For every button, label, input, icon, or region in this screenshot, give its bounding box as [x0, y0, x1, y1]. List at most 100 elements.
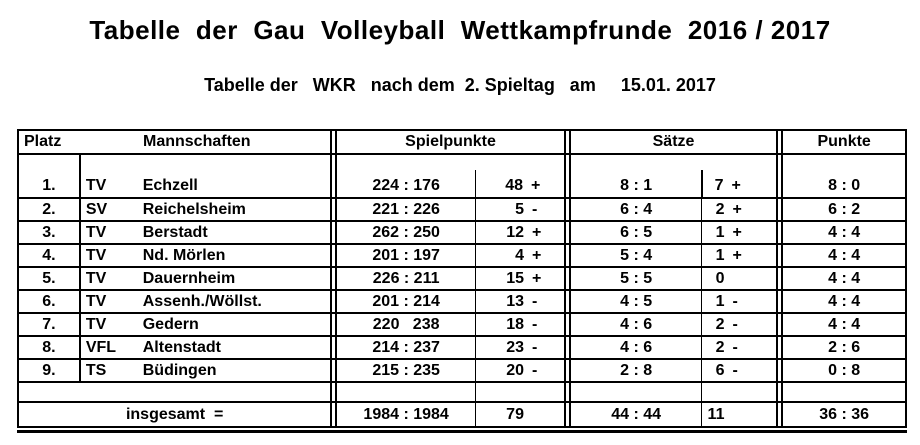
table-row: 7. TV Gedern 220 238 18- 4 : 6 2- 4 : 4 — [19, 314, 905, 337]
spielpunkte-score-cell: 220 238 — [372, 315, 440, 333]
double-divider — [776, 268, 784, 289]
diff-sign: - — [732, 338, 738, 356]
double-divider — [776, 199, 784, 220]
punkte-cell: 0 : 8 — [828, 361, 861, 379]
diff-value: 12 — [506, 223, 524, 241]
total-row: insgesamt = 1984 : 1984 79 44 : 44 11 36… — [19, 403, 905, 426]
team-abbr-cell: TV — [78, 222, 139, 243]
table-row: 2. SV Reichelsheim 221 : 226 5- 6 : 4 2 +… — [19, 199, 905, 222]
double-divider — [776, 360, 784, 381]
spielpunkte-score-cell: 224 : 176 — [372, 177, 440, 194]
punkte-cell: 4 : 4 — [828, 292, 861, 310]
spielpunkte-diff-cell: 18- — [474, 314, 564, 335]
saetze-score-cell: 8 : 1 — [620, 177, 653, 194]
team-name-cell: Nd. Mörlen — [142, 246, 226, 264]
double-divider — [330, 245, 338, 266]
diff-sign: - — [732, 292, 738, 310]
rank-cell: 3. — [42, 223, 56, 241]
double-divider — [776, 245, 784, 266]
spielpunkte-diff-cell: 12 + — [474, 222, 564, 243]
saetze-diff-cell: 6- — [701, 360, 776, 381]
diff-sign: - — [732, 315, 738, 333]
team-abbr-cell: TV — [78, 291, 139, 312]
punkte-total-cell: 36 : 36 — [819, 405, 870, 423]
diff-value: 2 — [715, 338, 725, 356]
double-divider — [776, 383, 784, 401]
double-divider — [330, 222, 338, 243]
double-divider — [776, 222, 784, 243]
double-divider — [563, 131, 571, 153]
punkte-cell: 8 : 0 — [828, 177, 861, 194]
spielpunkte-total-cell: 1984 : 1984 — [363, 405, 449, 423]
table-row: 6. TV Assenh./Wöllst. 201 : 214 13- 4 : … — [19, 291, 905, 314]
saetze-diff-cell: 1- — [701, 291, 776, 312]
rank-cell: 2. — [42, 200, 56, 218]
spielpunkte-score-cell: 201 : 197 — [372, 246, 440, 264]
saetze-score-cell — [571, 383, 702, 401]
saetze-diff-cell: 2- — [701, 337, 776, 358]
rank-cell: 6. — [42, 292, 56, 310]
spielpunkte-diff-cell: 13- — [474, 291, 564, 312]
double-divider — [563, 383, 571, 401]
page-subtitle: Tabelle der WKR nach dem 2. Spieltag am … — [204, 75, 716, 95]
diff-value: 0 — [715, 269, 725, 287]
table-row: 4. TV Nd. Mörlen 201 : 197 4 + 5 : 4 1 + 4… — [19, 245, 905, 268]
page-title: Tabelle der Gau Volleyball Wettkampfrund… — [89, 15, 831, 45]
saetze-score-cell: 5 : 5 — [620, 269, 653, 287]
double-divider — [563, 245, 571, 266]
punkte-cell: 6 : 2 — [828, 200, 861, 218]
spielpunkte-score-cell: 215 : 235 — [372, 361, 440, 379]
table-header-row: Platz Mannschaften Spielpunkte Sätze Pun… — [19, 131, 905, 155]
saetze-diff-cell: 1 + — [701, 245, 776, 266]
team-abbr-cell: SV — [78, 199, 139, 220]
double-divider — [563, 403, 571, 426]
diff-sign: - — [531, 292, 538, 310]
diff-value: 2 — [715, 200, 725, 218]
rank-cell: 9. — [42, 361, 56, 379]
double-divider — [776, 155, 784, 197]
diff-sign: - — [531, 361, 538, 379]
diff-sign: + — [531, 223, 542, 241]
header-platz: Platz — [24, 133, 62, 150]
diff-value: 13 — [506, 292, 524, 310]
double-divider — [330, 403, 338, 426]
double-divider — [776, 403, 784, 426]
table-row: 5. TV Dauernheim 226 : 211 15 + 5 : 5 0 4… — [19, 268, 905, 291]
saetze-diff-cell: 7 + — [701, 155, 776, 197]
team-name-cell: Berstadt — [142, 223, 208, 241]
double-divider — [563, 337, 571, 358]
punkte-cell: 4 : 4 — [828, 223, 861, 241]
double-divider — [563, 268, 571, 289]
table-row: 9. TS Büdingen 215 : 235 20- 2 : 8 6- 0 … — [19, 360, 905, 383]
diff-sign: - — [531, 315, 538, 333]
diff-sign: + — [531, 269, 542, 287]
team-abbr-cell: TS — [78, 360, 139, 381]
double-divider — [330, 291, 338, 312]
double-divider — [776, 314, 784, 335]
header-spielpunkte: Spielpunkte — [405, 133, 496, 150]
saetze-score-cell: 4 : 6 — [620, 315, 653, 333]
diff-value: 18 — [506, 315, 524, 333]
diff-value: 6 — [715, 361, 725, 379]
double-divider — [330, 337, 338, 358]
diff-value: 48 — [505, 177, 523, 194]
team-name-cell: Dauernheim — [142, 269, 236, 287]
rank-cell: 8. — [42, 338, 56, 356]
saetze-diff-cell: 2- — [701, 314, 776, 335]
table-row: 8. VFL Altenstadt 214 : 237 23- 4 : 6 2-… — [19, 337, 905, 360]
spielpunkte-diff-cell: 23- — [474, 337, 564, 358]
diff-value: 2 — [715, 315, 725, 333]
saetze-diff-cell: 0 — [701, 268, 776, 289]
diff-value: 7 — [714, 177, 724, 194]
diff-sign: + — [732, 223, 742, 241]
team-abbr-cell: VFL — [78, 337, 139, 358]
team-abbr-cell: TV — [78, 268, 139, 289]
diff-value: 79 — [506, 405, 524, 423]
header-saetze: Sätze — [652, 133, 695, 150]
rank-cell: 4. — [42, 246, 56, 264]
spielpunkte-score-cell: 201 : 214 — [372, 292, 440, 310]
diff-value: 11 — [707, 405, 725, 423]
diff-value: 20 — [506, 361, 524, 379]
double-divider — [330, 314, 338, 335]
rank-cell: 1. — [42, 177, 56, 194]
